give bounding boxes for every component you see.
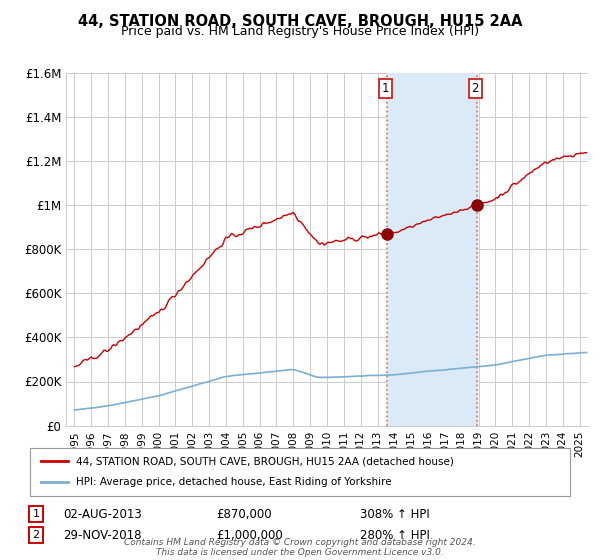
Text: 280% ↑ HPI: 280% ↑ HPI xyxy=(360,529,430,542)
Text: 2: 2 xyxy=(472,82,479,95)
Text: 1: 1 xyxy=(382,82,389,95)
Text: 44, STATION ROAD, SOUTH CAVE, BROUGH, HU15 2AA (detached house): 44, STATION ROAD, SOUTH CAVE, BROUGH, HU… xyxy=(76,456,454,466)
Text: £870,000: £870,000 xyxy=(216,507,272,521)
Text: 1: 1 xyxy=(32,509,40,519)
Text: 308% ↑ HPI: 308% ↑ HPI xyxy=(360,507,430,521)
Text: 44, STATION ROAD, SOUTH CAVE, BROUGH, HU15 2AA: 44, STATION ROAD, SOUTH CAVE, BROUGH, HU… xyxy=(78,14,522,29)
Text: HPI: Average price, detached house, East Riding of Yorkshire: HPI: Average price, detached house, East… xyxy=(76,477,392,487)
Text: £1,000,000: £1,000,000 xyxy=(216,529,283,542)
Text: 29-NOV-2018: 29-NOV-2018 xyxy=(63,529,142,542)
Text: Contains HM Land Registry data © Crown copyright and database right 2024.
This d: Contains HM Land Registry data © Crown c… xyxy=(124,538,476,557)
Text: 02-AUG-2013: 02-AUG-2013 xyxy=(63,507,142,521)
Text: Price paid vs. HM Land Registry's House Price Index (HPI): Price paid vs. HM Land Registry's House … xyxy=(121,25,479,38)
Text: 2: 2 xyxy=(32,530,40,540)
Bar xyxy=(387,73,477,426)
